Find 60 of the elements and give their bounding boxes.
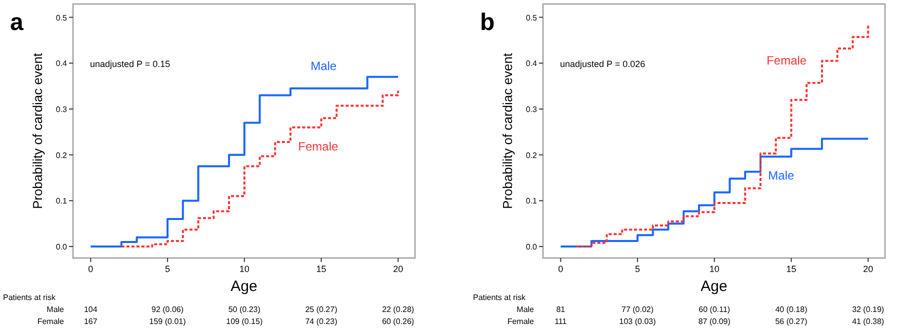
- y-axis-title: Probability of cardiac event: [30, 52, 45, 210]
- text: 22 (0.28): [382, 305, 414, 314]
- y-axis-title: Probability of cardiac event: [500, 52, 515, 210]
- text: Male: [46, 305, 65, 314]
- series-label: Male: [310, 59, 337, 74]
- text: 50 (0.23): [228, 305, 261, 314]
- y-tick-label: 0.4: [526, 59, 538, 68]
- text: 92 (0.06): [152, 305, 184, 314]
- text: Male: [516, 305, 535, 314]
- chart-title: b: [480, 9, 495, 36]
- text: 40 (0.18): [775, 305, 808, 314]
- text: Female: [37, 317, 65, 326]
- text: 87 (0.09): [698, 317, 731, 326]
- x-tick-label: 15: [316, 264, 326, 274]
- y-tick-label: 0.3: [526, 104, 538, 114]
- y-tick-label: 0.5: [56, 13, 68, 22]
- annotation: unadjusted P = 0.15: [90, 59, 170, 70]
- x-tick-label: 5: [635, 264, 640, 274]
- text: 32 (0.19): [852, 305, 884, 314]
- text: 103 (0.03): [619, 317, 656, 326]
- annotation: unadjusted P = 0.026: [560, 59, 646, 70]
- text: 41 (0.38): [852, 317, 884, 326]
- chart-title: a: [10, 9, 24, 36]
- series-label: Male: [768, 168, 795, 183]
- x-tick-label: 20: [863, 264, 874, 274]
- text: 159 (0.01): [149, 317, 186, 326]
- y-tick-label: 0.2: [56, 150, 68, 160]
- text: 74 (0.23): [305, 317, 338, 326]
- x-tick-label: 15: [786, 264, 796, 274]
- x-tick-label: 0: [558, 264, 564, 274]
- y-tick-label: 0.1: [526, 196, 538, 206]
- text: 81: [556, 305, 566, 314]
- y-tick-label: 0.5: [526, 13, 538, 22]
- text: 25 (0.27): [305, 305, 338, 314]
- text: 104: [84, 305, 98, 314]
- y-tick-label: 0.2: [526, 150, 538, 160]
- y-tick-label: 0.4: [56, 59, 68, 68]
- x-tick-label: 20: [393, 264, 404, 274]
- y-tick-label: 0.0: [526, 242, 538, 252]
- y-tick-label: 0.3: [56, 104, 68, 114]
- x-tick-label: 10: [709, 264, 720, 274]
- text: 109 (0.15): [226, 317, 263, 326]
- x-tick-label: 0: [88, 264, 94, 274]
- text: 111: [554, 317, 568, 326]
- y-tick-label: 0.0: [56, 242, 68, 252]
- x-tick-label: 5: [165, 264, 170, 274]
- y-tick-label: 0.1: [56, 196, 68, 206]
- series-label: Female: [766, 54, 807, 68]
- text: Patients at risk: [473, 293, 526, 302]
- x-tick-label: 10: [239, 264, 250, 274]
- text: 60 (0.11): [698, 305, 730, 314]
- text: Female: [507, 317, 535, 326]
- text: 77 (0.02): [622, 305, 654, 314]
- text: 60 (0.26): [382, 317, 414, 326]
- text: 167: [84, 317, 98, 326]
- series-label: Female: [298, 139, 339, 154]
- x-axis-title: Age: [700, 278, 728, 295]
- text: 56 (0.27): [775, 317, 808, 326]
- text: Patients at risk: [3, 293, 56, 302]
- x-axis-title: Age: [230, 278, 258, 295]
